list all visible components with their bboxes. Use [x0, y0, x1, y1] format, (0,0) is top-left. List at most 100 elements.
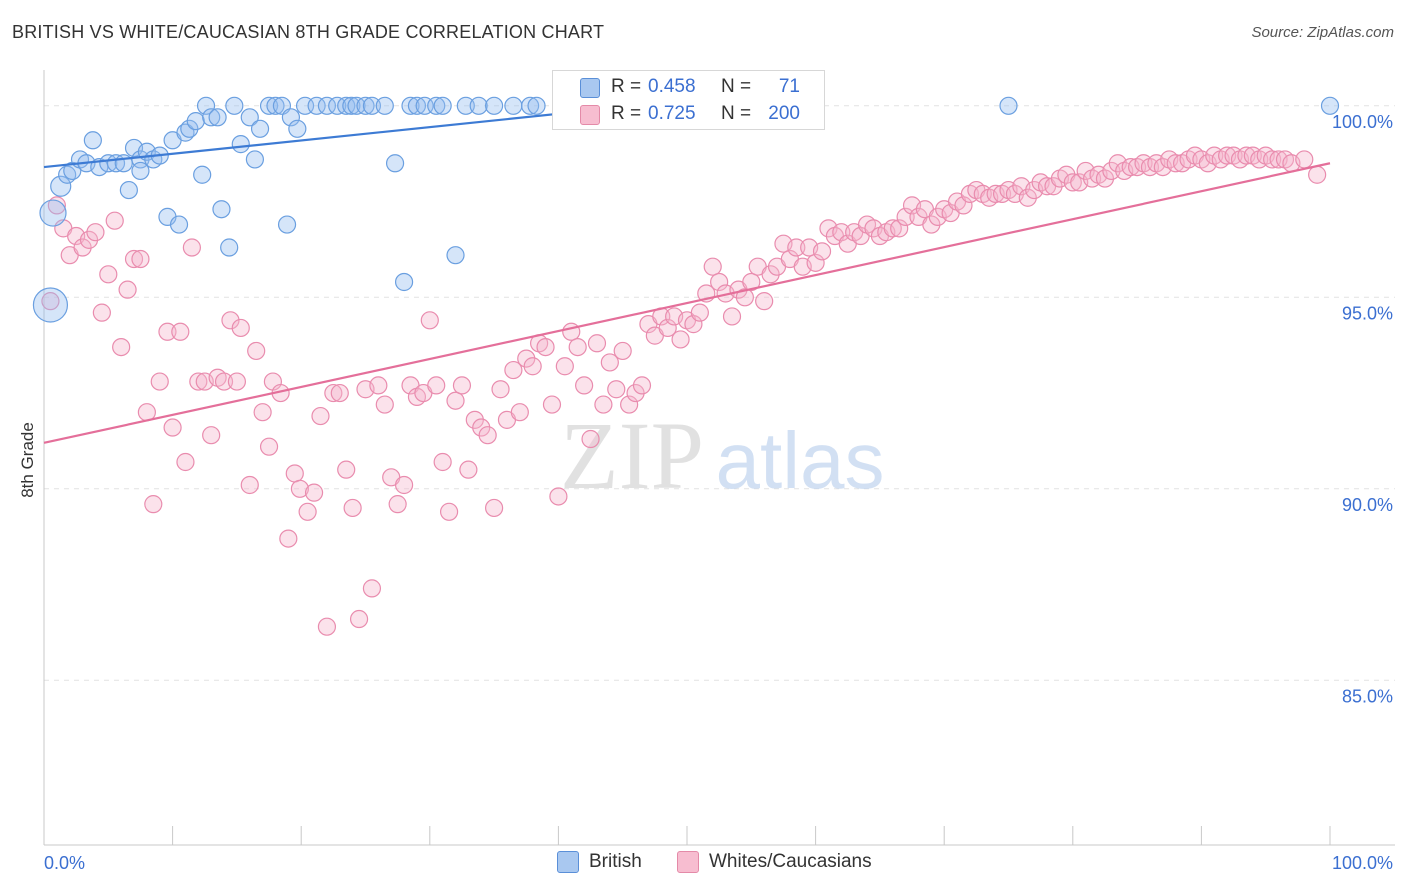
british-point — [119, 180, 138, 200]
legend-swatch-whites — [677, 851, 699, 873]
whites-point — [388, 495, 407, 514]
british-point — [193, 165, 212, 184]
whites-point — [710, 272, 729, 292]
watermark-atlas: atlas — [716, 416, 885, 505]
british-point — [225, 96, 244, 115]
whites-point — [420, 311, 439, 330]
british-point — [186, 112, 205, 131]
whites-point — [555, 357, 574, 376]
whites-point — [240, 475, 259, 495]
british-point — [407, 96, 427, 115]
legend-item-british[interactable]: British — [557, 851, 642, 873]
stats-row-british: R = 0.458 N = 71 — [553, 74, 824, 100]
whites-point — [124, 249, 144, 269]
whites-point — [504, 360, 523, 380]
r-value: 0.725 — [648, 103, 696, 124]
whites-point — [47, 196, 66, 215]
whites-point — [202, 426, 221, 445]
whites-point — [362, 579, 382, 598]
whites-point — [304, 483, 324, 502]
whites-point — [189, 372, 208, 391]
whites-point — [144, 495, 163, 514]
whites-point — [478, 426, 497, 445]
x-axis-ticks — [43, 826, 1331, 845]
whites-point — [227, 372, 246, 391]
whites-point — [536, 338, 555, 357]
whites-point — [703, 257, 722, 276]
british-point — [220, 238, 239, 257]
british-point — [394, 272, 414, 292]
whites-point — [176, 452, 195, 472]
whites-point — [581, 429, 600, 449]
n-value: 71 — [778, 76, 800, 97]
whites-point — [41, 292, 60, 311]
y-tick-label: 100.0% — [1332, 112, 1393, 132]
whites-point — [620, 395, 639, 414]
legend-item-whites[interactable]: Whites/Caucasians — [677, 851, 872, 873]
whites-point — [163, 418, 182, 437]
british-point — [337, 96, 356, 115]
british-point — [362, 96, 382, 115]
british-point — [307, 96, 326, 115]
trend-line-british — [43, 104, 636, 169]
whites-point — [433, 452, 452, 472]
british-point — [240, 108, 259, 127]
r-value: 0.458 — [648, 76, 696, 97]
whites-point — [182, 238, 201, 257]
whites-point — [369, 376, 388, 395]
stats-legend-box: R = 0.458 N = 71 R = 0.725 N = 200 — [552, 70, 825, 130]
whites-point — [253, 403, 272, 422]
whites-point — [832, 223, 851, 242]
british-point — [277, 215, 297, 234]
british-point — [433, 96, 452, 115]
british-point — [456, 96, 475, 115]
series-british-points — [32, 96, 1340, 323]
whites-point — [658, 318, 677, 338]
y-tick-labels: 85.0% 90.0% 95.0% 100.0% — [1332, 112, 1393, 707]
british-point — [385, 154, 405, 173]
series-whites-points — [41, 146, 1327, 636]
whites-point — [735, 288, 754, 307]
whites-point — [742, 272, 761, 292]
whites-point — [337, 460, 356, 479]
whites-point — [568, 338, 587, 357]
whites-point — [86, 223, 105, 242]
source-label: Source: ZipAtlas.com — [1251, 24, 1394, 41]
y-tick-label: 90.0% — [1342, 495, 1393, 515]
british-point — [83, 131, 102, 150]
whites-point — [343, 498, 362, 518]
x-tick-label-max: 100.0% — [1332, 853, 1393, 873]
chart-legend: British Whites/Caucasians — [0, 851, 1406, 879]
legend-label-whites: Whites/Caucasians — [709, 851, 872, 872]
whites-point — [485, 498, 504, 518]
whites-point — [105, 211, 124, 230]
whites-point — [542, 395, 562, 414]
n-label: N = — [721, 76, 752, 97]
british-point — [250, 119, 270, 138]
british-point — [1320, 96, 1340, 115]
n-label: N = — [721, 103, 752, 124]
british-point — [231, 135, 250, 154]
gridlines — [44, 105, 1395, 681]
british-point — [375, 96, 394, 115]
whites-point — [755, 292, 774, 311]
whites-point — [883, 219, 902, 238]
trend-line-whites — [43, 162, 1331, 444]
british-point — [131, 161, 150, 181]
whites-point — [575, 376, 594, 395]
whites-point — [1063, 173, 1082, 192]
whites-point — [247, 341, 266, 361]
whites-point — [317, 617, 337, 636]
whites-point — [131, 249, 150, 269]
british-point — [999, 96, 1018, 115]
british-point — [485, 96, 504, 115]
n-value: 200 — [768, 103, 800, 124]
british-point — [266, 96, 285, 115]
whites-point — [452, 376, 472, 395]
whites-point — [890, 219, 909, 238]
whites-point — [607, 380, 626, 399]
whites-point — [613, 341, 632, 361]
british-swatch — [580, 78, 600, 98]
british-point — [259, 96, 279, 115]
whites-point — [549, 487, 568, 506]
